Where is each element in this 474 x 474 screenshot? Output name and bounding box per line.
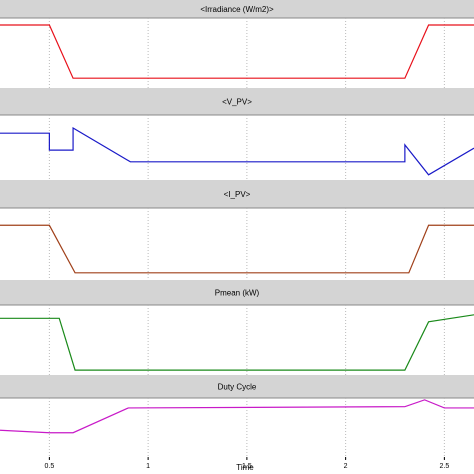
title-bar xyxy=(0,0,474,18)
panel-title: <V_PV> xyxy=(222,98,252,107)
x-tick-label: 2 xyxy=(344,463,348,470)
signal-line xyxy=(0,126,474,176)
x-tick-label: 1 xyxy=(146,463,150,470)
title-bar xyxy=(0,88,474,115)
title-bar xyxy=(0,280,474,305)
x-tick-label: 2.5 xyxy=(440,463,450,470)
signal-line xyxy=(0,314,474,371)
panel-title: Pmean (kW) xyxy=(215,289,260,298)
signal-line xyxy=(0,224,474,274)
x-axis-label: Time xyxy=(236,463,254,472)
x-tick-label: 0.5 xyxy=(45,463,55,470)
title-bar xyxy=(0,375,474,398)
signal-line xyxy=(0,399,474,434)
x-tick-label: 1.5 xyxy=(242,463,252,470)
panel-title: Duty Cycle xyxy=(218,383,257,392)
title-bar xyxy=(0,180,474,208)
signal-line xyxy=(0,24,474,79)
panel-title: <Irradiance (W/m2)> xyxy=(200,5,274,14)
panel-title: <I_PV> xyxy=(224,190,251,199)
